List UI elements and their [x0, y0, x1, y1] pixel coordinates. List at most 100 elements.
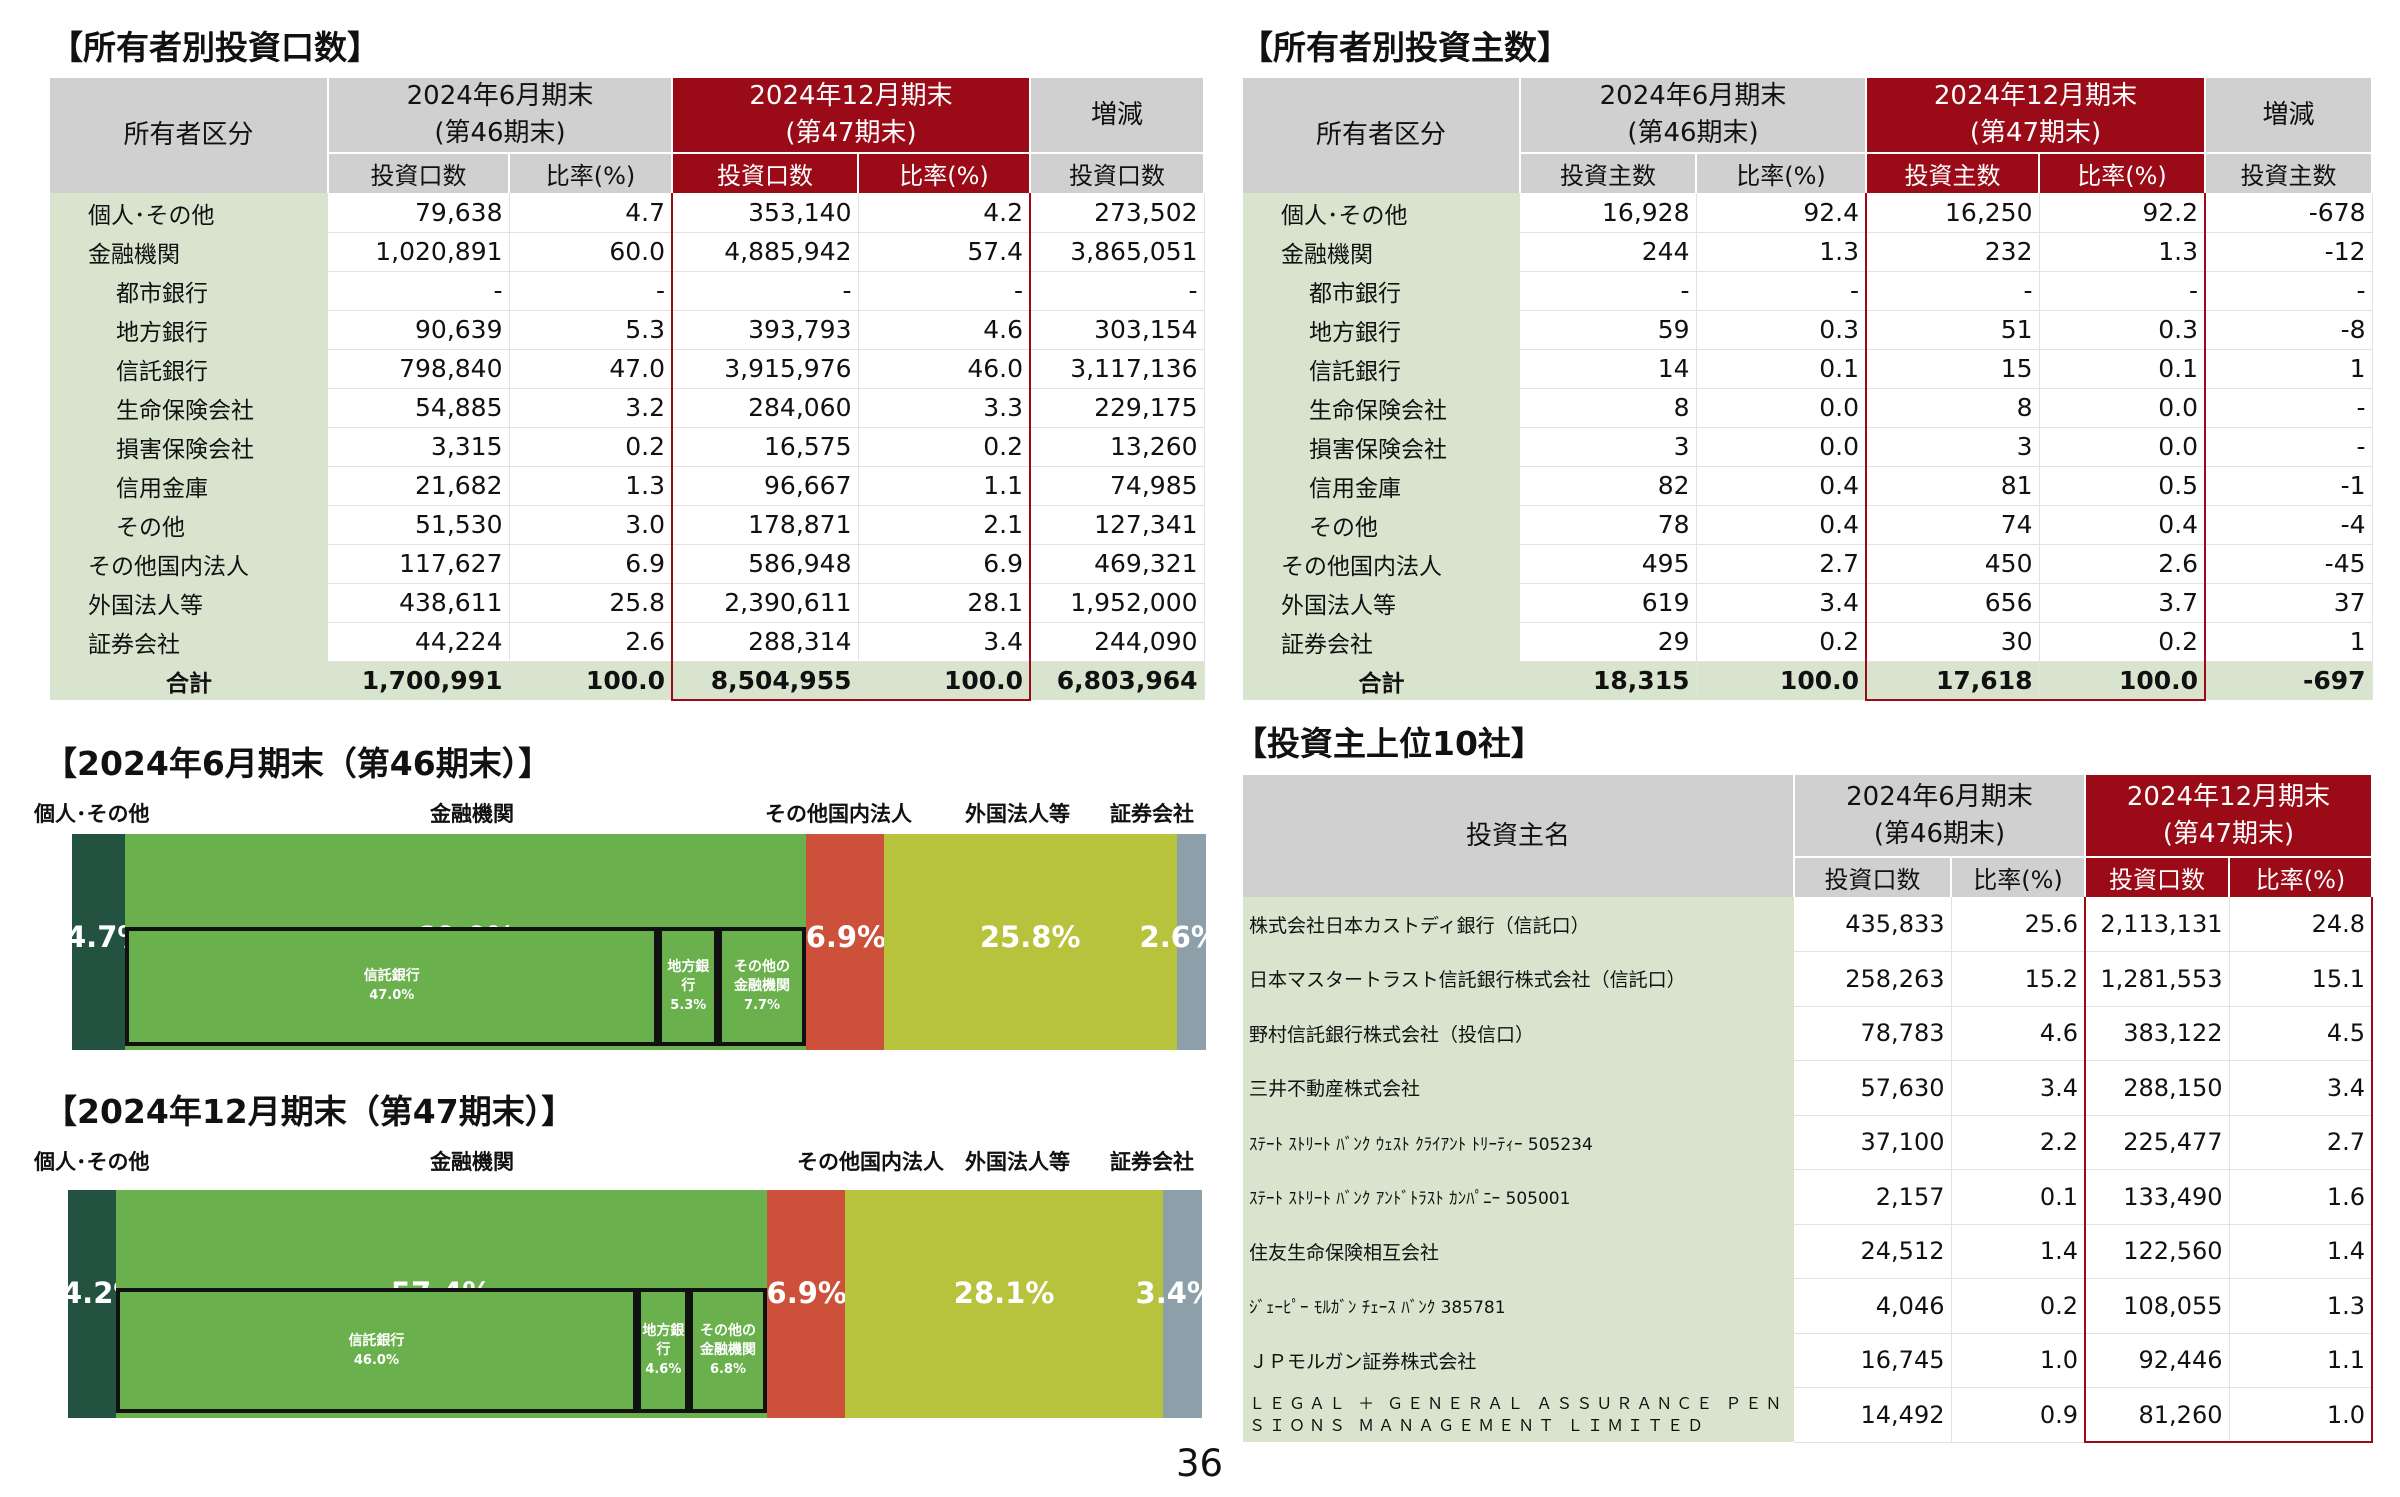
value-ratio2: 4.2 [858, 193, 1032, 233]
category-label: 外国法人等 [965, 1150, 1070, 1174]
table-row: 信用金庫 21,682 1.3 96,667 1.1 74,985 [50, 466, 1205, 506]
total-ratio2: 100.0 [858, 661, 1032, 701]
table-row: 生命保険会社 54,885 3.2 284,060 3.3 229,175 [50, 388, 1205, 428]
value-count1: 3 [1520, 427, 1697, 467]
value-count1: 21,682 [328, 466, 510, 506]
value-ratio1: 0.1 [1696, 349, 1867, 389]
chart2-title: 【2024年12月期末（第47期末）】 [44, 1092, 575, 1131]
table-row: 外国法人等 619 3.4 656 3.7 37 [1243, 583, 2373, 623]
investor-name: 住友生命保険相互会社 [1243, 1224, 1794, 1279]
value-count1: 8 [1520, 388, 1697, 428]
value-ratio2: 28.1 [858, 583, 1032, 623]
table-row: 都市銀行 - - - - - [1243, 271, 2373, 311]
value-ratio1: 4.7 [509, 193, 673, 233]
value-ratio1: 4.6 [1951, 1006, 2086, 1061]
subheader-count3: 投資主数 [2205, 152, 2374, 193]
table-row: 都市銀行 - - - - - [50, 271, 1205, 311]
breakdown-segment: 地方銀行 4.6% [637, 1288, 690, 1414]
value-count2: 133,490 [2084, 1169, 2230, 1225]
total-row: 合計 18,315 100.0 17,618 100.0 -697 [1243, 661, 2373, 701]
total-count2: 8,504,955 [671, 661, 859, 701]
breakdown-value: 6.8% [709, 1362, 746, 1378]
value-count1: 1,020,891 [328, 232, 510, 272]
segment-value-label: 3.4% [1135, 1276, 1216, 1310]
value-count1: 79,638 [328, 193, 510, 233]
value-count2: 288,150 [2084, 1060, 2230, 1116]
bar-segment: 2.6% [1140, 834, 1220, 1050]
value-change: -1 [2205, 466, 2373, 506]
table-row: 三井不動産株式会社 57,630 3.4 288,150 3.4 [1243, 1060, 2374, 1116]
subheader-ratio2: 比率(%) [2039, 152, 2207, 193]
value-change: 273,502 [1030, 193, 1205, 233]
value-count2: - [671, 271, 859, 311]
category-label: 証券会社 [1110, 802, 1194, 826]
table-row: 信用金庫 82 0.4 81 0.5 -1 [1243, 466, 2373, 506]
investor-name: ＪＰモルガン証券株式会社 [1243, 1333, 1794, 1388]
investor-name: ｽﾃｰﾄ ｽﾄﾘｰﾄ ﾊﾞﾝｸ ｱﾝﾄﾞﾄﾗｽﾄ ｶﾝﾊﾟﾆｰ 505001 [1243, 1169, 1794, 1224]
value-ratio2: 0.2 [858, 427, 1032, 467]
table-row: その他 78 0.4 74 0.4 -4 [1243, 505, 2373, 545]
header-category: 所有者区分 [1243, 78, 1521, 193]
table-row: 証券会社 44,224 2.6 288,314 3.4 244,090 [50, 622, 1205, 662]
value-ratio2: 6.9 [858, 544, 1032, 584]
value-ratio1: 0.4 [1696, 505, 1867, 545]
row-label: 外国法人等 [50, 583, 328, 622]
value-ratio2: 1.1 [2229, 1333, 2374, 1388]
table-row: 個人･その他 79,638 4.7 353,140 4.2 273,502 [50, 193, 1205, 233]
value-ratio2: - [858, 271, 1032, 311]
value-count1: 78 [1520, 505, 1697, 545]
table-row: 地方銀行 59 0.3 51 0.3 -8 [1243, 310, 2373, 350]
value-count2: 288,314 [671, 622, 859, 662]
value-ratio2: 1.0 [2229, 1387, 2374, 1443]
category-label: 個人･その他 [34, 1150, 150, 1174]
value-count2: 8 [1865, 388, 2040, 428]
value-count2: 15 [1865, 349, 2040, 389]
header-period2: 2024年12月期末 (第47期末) [1866, 78, 2207, 153]
row-label: 都市銀行 [50, 271, 328, 310]
value-ratio1: 0.0 [1696, 427, 1867, 467]
total-ratio1: 100.0 [509, 661, 673, 700]
table-row: 生命保険会社 8 0.0 8 0.0- [1243, 388, 2373, 428]
value-ratio2: 92.2 [2039, 193, 2207, 233]
breakdown-name: 信託銀行 [348, 1332, 405, 1349]
row-label: 信託銀行 [1243, 349, 1520, 388]
value-count2: 81 [1865, 466, 2040, 506]
subheader-count2: 投資口数 [2085, 856, 2230, 897]
header-period1: 2024年6月期末 (第46期末) [328, 78, 673, 153]
subheader-count1: 投資口数 [1794, 856, 1952, 897]
page-number: 36 [1176, 1442, 1224, 1485]
value-ratio1: 0.1 [1951, 1169, 2086, 1225]
value-count1: 90,639 [328, 310, 510, 350]
table-row: 損害保険会社 3 0.0 3 0.0- [1243, 427, 2373, 467]
total-change: -697 [2205, 661, 2373, 700]
value-count1: 258,263 [1794, 951, 1952, 1007]
segment-value-label: 6.9% [805, 920, 887, 954]
table-row: ＪＰモルガン証券株式会社 16,745 1.0 92,446 1.1 [1243, 1333, 2374, 1388]
row-label: 個人･その他 [1243, 193, 1520, 232]
value-ratio2: 15.1 [2229, 951, 2374, 1007]
value-count2: 383,122 [2084, 1006, 2230, 1061]
value-change: 37 [2205, 583, 2373, 623]
value-count2: 2,113,131 [2084, 897, 2230, 952]
value-count2: 108,055 [2084, 1278, 2230, 1334]
value-ratio2: 3.3 [858, 388, 1032, 428]
value-change: 303,154 [1030, 310, 1205, 350]
value-count2: 393,793 [671, 310, 859, 350]
value-count1: 59 [1520, 310, 1697, 350]
investors-table: 所有者区分 2024年6月期末 (第46期末) 2024年12月期末 (第47期… [1243, 78, 2374, 701]
value-count2: 1,281,553 [2084, 951, 2230, 1007]
header-category: 所有者区分 [50, 78, 329, 193]
value-change: -45 [2205, 544, 2373, 584]
header-change: 増減 [2205, 78, 2374, 153]
total-label: 合計 [50, 661, 328, 700]
value-ratio1: 47.0 [509, 349, 673, 389]
header-period1: 2024年6月期末 (第46期末) [1520, 78, 1867, 153]
row-label: 都市銀行 [1243, 271, 1520, 310]
investment-units-table: 所有者区分 2024年6月期末 (第46期末) 2024年12月期末 (第47期… [50, 78, 1206, 701]
value-change: 1 [2205, 349, 2373, 389]
total-count2: 17,618 [1865, 661, 2040, 701]
value-ratio1: 2.6 [509, 622, 673, 662]
total-ratio2: 100.0 [2039, 661, 2207, 701]
value-count1: 24,512 [1794, 1224, 1952, 1279]
value-ratio1: - [1696, 271, 1867, 311]
